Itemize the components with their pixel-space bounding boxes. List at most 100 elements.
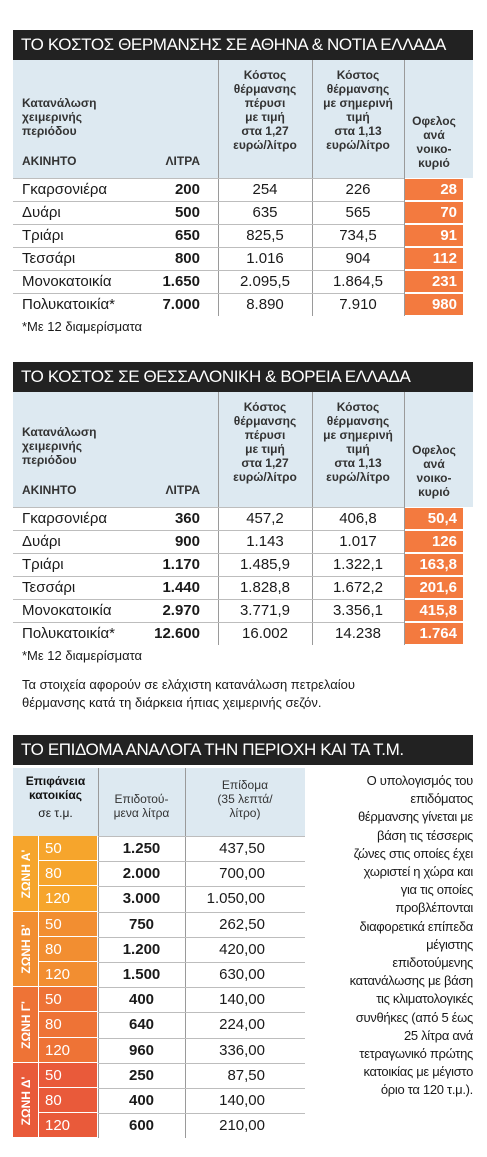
benefit: 980 [431,296,457,313]
liters: 500 [174,204,200,221]
cost-last-year: 1.828,8 [239,579,291,596]
liters: 2.970 [162,602,200,619]
row-divider [98,1088,305,1089]
property-name: Δυάρι [22,204,61,221]
benefit: 91 [440,227,457,244]
row-divider [13,576,404,577]
property-name: Μονοκατοικία [22,273,112,290]
cost-last-year: 16.002 [242,625,288,642]
benefit: 1.764 [419,625,457,642]
property-name: Τεσσάρι [22,579,76,596]
amount: 140,00 [219,1092,265,1109]
column-divider [185,768,186,1139]
row-divider [98,962,305,963]
section-title: ΤΟ ΚΟΣΤΟΣ ΘΕΡΜΑΝΣΗΣ ΣΕ ΑΘΗΝΑ & ΝΟΤΙΑ ΕΛΛ… [13,30,473,60]
row-divider [98,861,305,863]
cost-now: 1.672,2 [332,579,384,596]
row-divider [13,178,404,179]
liters: 1.500 [122,966,161,983]
benefit: 50,4 [427,510,457,527]
liters: 360 [174,510,200,527]
zone-bg [13,987,38,1062]
cost-now: 7.910 [339,296,377,313]
liters: 12.600 [154,625,200,642]
side-text: Ο υπολογισμός του επιδόματος θέρμανσης γ… [349,773,474,1098]
row-divider [98,1062,305,1064]
cost-now: 904 [345,250,371,267]
liters: 650 [174,227,200,244]
header-liters: Επιδοτού- μενα λίτρα [113,792,170,820]
property-name: Γκαρσονιέρα [22,181,108,198]
area-bg [39,962,97,987]
column-divider [312,60,313,316]
amount: 210,00 [219,1117,265,1135]
area: 50 [45,991,62,1009]
liters: 400 [128,1092,155,1109]
cost-last-year: 635 [252,204,278,221]
amount: 224,00 [219,1016,265,1034]
area: 80 [45,865,62,883]
area: 80 [45,1092,62,1109]
benefit: 126 [431,533,457,550]
header-group: Κατανάλωση χειμερινής περιόδου [22,425,97,467]
liters: 1.250 [122,840,161,857]
row-divider [13,270,404,271]
row-divider [13,507,404,508]
area: 50 [45,840,62,857]
zone-bg [13,911,38,987]
cost-last-year: 1.485,9 [239,556,291,573]
liters: 1.650 [162,273,200,290]
area: 120 [45,1117,71,1135]
benefit-bg [405,577,463,598]
header-cost-now: Κόστος θέρμανσης με σημερινή τιμή στα 1,… [323,68,393,152]
column-divider [218,60,219,316]
benefit: 163,8 [419,556,457,573]
row-divider [98,1113,305,1115]
cost-last-year: 8.890 [246,296,284,313]
benefit: 201,6 [419,579,457,596]
row-divider [13,622,404,623]
benefit: 70 [440,204,457,221]
area-bg [39,987,97,1012]
note: Τα στοιχεία αφορούν σε ελάχιστη κατανάλω… [22,677,355,710]
row-divider [13,201,404,202]
cost-now: 406,8 [339,510,377,527]
benefit-bg [405,225,463,246]
liters: 3.000 [122,890,161,908]
cost-now: 14.238 [335,625,381,642]
area-bg [39,886,97,911]
amount: 420,00 [219,940,265,958]
area: 120 [45,1041,71,1059]
liters: 1.440 [162,579,200,596]
benefit-bg [405,600,463,621]
liters: 800 [174,250,200,267]
area-bg [39,1088,97,1113]
row-divider [98,936,305,938]
header-bg [13,768,305,836]
header-benefit: Οφελος ανά νοικο- κυριό [412,443,456,499]
area-bg [39,1037,97,1062]
column-divider [312,392,313,645]
section-title: ΤΟ ΕΠΙΔΟΜΑ ΑΝΑΛΟΓΑ ΤΗΝ ΠΕΡΙΟΧΗ ΚΑΙ ΤΑ Τ.… [13,735,473,765]
area-bg [39,1012,97,1037]
header-bg [13,60,473,178]
property-name: Γκαρσονιέρα [22,510,108,527]
row-divider [13,553,404,554]
row-divider [98,1037,305,1039]
area-bg [39,911,97,936]
liters: 400 [128,991,155,1009]
benefit: 28 [440,181,457,198]
row-divider [98,1012,305,1014]
row-divider [98,987,305,989]
benefit: 415,8 [419,602,457,619]
amount: 700,00 [219,865,265,883]
benefit-bg [405,554,463,575]
area: 80 [45,940,62,958]
zone-label: ΖΩΝΗ Δ' [18,1076,33,1125]
row-divider [13,293,404,294]
benefit-bg [405,508,463,529]
liters: 600 [128,1117,155,1135]
cost-last-year: 2.095,5 [239,273,291,290]
column-divider [404,392,405,645]
